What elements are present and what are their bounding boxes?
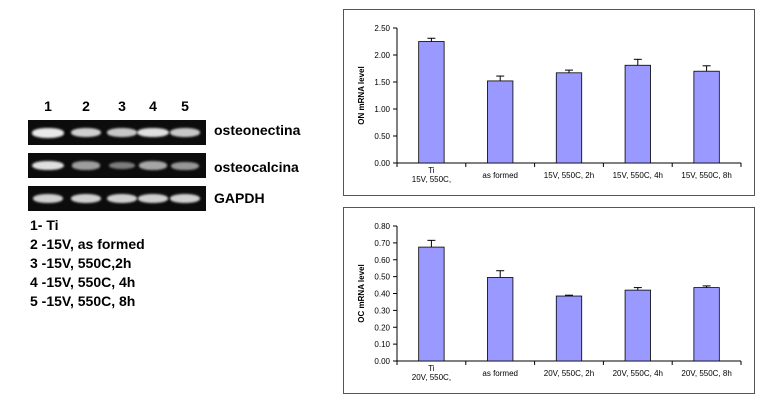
gel-band [32,193,64,204]
gel-band [108,161,136,170]
lane-number: 2 [82,98,90,114]
lane-number: 5 [181,98,189,114]
y-tick-label: 0.70 [374,239,390,248]
y-tick-label: 0.60 [374,256,390,265]
y-tick-label: 1.50 [374,78,390,87]
x-tick-label: 15V, 550C, 8h [681,171,731,180]
legend-item: 1- Ti [30,217,59,233]
y-axis-label: ON mRNA level [357,66,366,124]
y-tick-label: 1.00 [374,105,390,114]
bar [693,70,720,164]
x-tick-label: 15V, 550C, 4h [613,171,663,180]
y-tick-label: 0.40 [374,290,390,299]
bar [624,64,651,164]
bar [624,289,651,362]
gel-panel: 1 2 3 4 5 osteonectina osteocalcina GAPD… [0,0,345,330]
gel-band [137,127,169,138]
x-tick-label: Ti [428,364,435,373]
gel-band [106,127,138,138]
gel-band [169,193,201,204]
legend-item: 2 -15V, as formed [30,236,145,252]
legend-item: 5 -15V, 550C, 8h [30,293,136,309]
bar [487,80,514,164]
y-tick-label: 0.10 [374,340,390,349]
lane-legend: 1- Ti 2 -15V, as formed 3 -15V, 550C,2h … [30,216,145,311]
x-tick-label: 20V, 550C, 4h [613,369,663,378]
y-tick-label: 2.50 [374,24,390,33]
x-tick-label: as formed [482,369,518,378]
gel-band [106,193,138,204]
oc-chart-panel: 0.00 0.10 0.20 0.30 0.40 0.50 0.60 0.70 0.80 OC m… [343,207,755,394]
y-tick-label: 0.00 [374,159,390,168]
gene-label: GAPDH [214,190,265,206]
gel-band [171,161,199,170]
x-tick-label: Ti [428,166,435,175]
gene-label: osteonectina [214,122,301,138]
y-tick-label: 0.20 [374,323,390,332]
x-tick-label: 20V, 550C, 2h [544,369,594,378]
gene-label: osteocalcina [214,159,299,175]
gel-band [70,193,102,204]
gel-band [70,127,102,138]
bar [555,295,583,362]
on-chart-panel: 0.00 0.50 1.00 1.50 2.00 2.50 ON mRNA level Ti 1… [343,9,755,196]
y-axis-label: OC mRNA level [357,264,366,322]
bar [693,287,720,362]
x-tick-label: as formed [482,171,518,180]
y-tick-label: 0.00 [374,357,390,366]
x-tick-label: 15V, 550C, 2h [544,171,594,180]
gel-band [137,193,169,204]
y-tick-label: 0.80 [374,222,390,231]
y-tick-label: 0.50 [374,132,390,141]
bar [418,41,445,164]
y-tick-label: 0.30 [374,306,390,315]
x-tick-label: 20V, 550C, 8h [681,369,731,378]
lane-number: 1 [44,98,52,114]
legend-item: 3 -15V, 550C,2h [30,255,132,271]
lane-number: 4 [149,98,157,114]
bar [418,246,445,362]
x-tick-label: 20V, 550C, [412,373,451,382]
x-tick-label: 15V, 550C, [412,175,451,184]
lane-number: 3 [118,98,126,114]
y-tick-label: 2.00 [374,51,390,60]
bar [555,72,583,164]
gel-band [32,160,64,171]
gel-band [169,127,201,138]
y-tick-label: 0.50 [374,273,390,282]
oc-mrna-chart: 0.00 0.10 0.20 0.30 0.40 0.50 0.60 0.70 0.80 OC m… [357,222,742,382]
bar [487,277,514,362]
legend-item: 4 -15V, 550C, 4h [30,274,136,290]
gel-band [71,161,101,170]
gel-band [138,161,168,170]
gel-band [32,127,64,138]
